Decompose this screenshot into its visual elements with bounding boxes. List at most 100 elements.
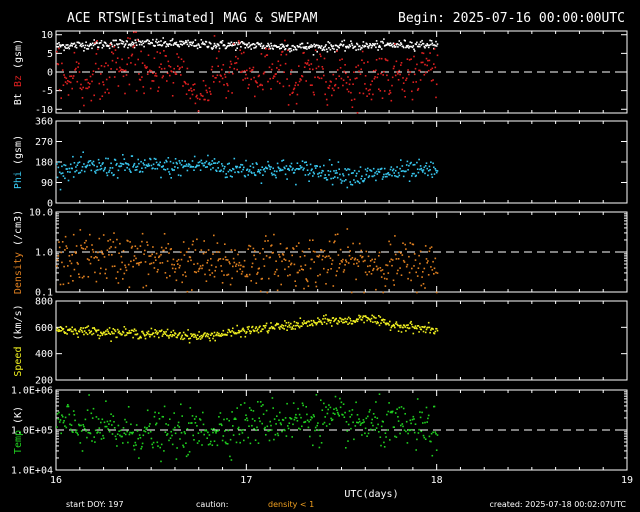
data-point bbox=[331, 325, 333, 327]
data-point bbox=[295, 413, 297, 416]
data-point bbox=[160, 329, 163, 331]
data-point bbox=[98, 237, 101, 240]
data-point bbox=[192, 41, 194, 43]
data-point bbox=[326, 178, 329, 181]
data-point bbox=[256, 330, 258, 332]
data-point bbox=[386, 42, 389, 45]
data-point bbox=[368, 271, 371, 273]
data-point bbox=[67, 405, 70, 408]
data-point bbox=[262, 72, 265, 75]
data-point bbox=[195, 336, 197, 339]
data-point bbox=[397, 330, 400, 332]
y-tick-label: 200 bbox=[35, 376, 53, 387]
data-point bbox=[215, 266, 217, 268]
data-point bbox=[168, 337, 170, 339]
data-point bbox=[94, 172, 97, 174]
data-point bbox=[165, 330, 167, 333]
data-point bbox=[232, 434, 235, 436]
data-point bbox=[358, 242, 361, 245]
data-point bbox=[167, 157, 170, 159]
data-point bbox=[196, 94, 198, 97]
data-point bbox=[348, 44, 351, 46]
data-point bbox=[339, 173, 341, 176]
data-point bbox=[379, 46, 382, 48]
data-point bbox=[247, 436, 249, 439]
data-point bbox=[212, 253, 214, 255]
data-point bbox=[135, 44, 138, 46]
data-point bbox=[200, 431, 203, 433]
data-point bbox=[61, 328, 64, 331]
data-point bbox=[362, 92, 365, 95]
data-point bbox=[196, 238, 198, 241]
data-point bbox=[235, 418, 237, 420]
data-point bbox=[137, 158, 139, 161]
data-point bbox=[283, 46, 285, 48]
data-point bbox=[75, 169, 78, 172]
data-point bbox=[426, 421, 428, 423]
data-point bbox=[426, 167, 428, 170]
data-point bbox=[419, 41, 422, 43]
data-point bbox=[322, 68, 324, 70]
data-point bbox=[293, 263, 296, 266]
data-point bbox=[298, 80, 301, 83]
data-point bbox=[394, 235, 396, 237]
data-point bbox=[234, 249, 236, 251]
data-point bbox=[224, 256, 227, 258]
data-point bbox=[364, 168, 367, 171]
data-point bbox=[300, 79, 302, 81]
data-point bbox=[167, 60, 170, 63]
data-point bbox=[265, 434, 267, 436]
data-point bbox=[323, 267, 325, 270]
data-point bbox=[243, 330, 246, 333]
data-point bbox=[152, 246, 154, 248]
data-point bbox=[309, 68, 311, 70]
data-point bbox=[372, 321, 374, 323]
data-point bbox=[174, 42, 176, 44]
data-point bbox=[328, 174, 330, 176]
data-point bbox=[283, 166, 285, 169]
data-point bbox=[166, 160, 168, 163]
data-point bbox=[77, 434, 79, 436]
data-point bbox=[174, 166, 176, 168]
data-point bbox=[117, 424, 120, 427]
data-point bbox=[305, 161, 307, 163]
data-point bbox=[245, 159, 247, 162]
data-point bbox=[370, 98, 373, 101]
data-point bbox=[121, 163, 123, 165]
data-point bbox=[399, 167, 401, 170]
data-point bbox=[349, 250, 351, 252]
data-point bbox=[393, 44, 395, 47]
data-point bbox=[345, 45, 347, 48]
data-point bbox=[317, 173, 319, 175]
data-point bbox=[328, 319, 331, 322]
data-point bbox=[84, 79, 87, 81]
data-point bbox=[102, 162, 104, 164]
data-point bbox=[97, 169, 99, 171]
data-point bbox=[258, 417, 260, 419]
data-point bbox=[162, 37, 164, 39]
data-point bbox=[237, 426, 240, 429]
data-point bbox=[158, 66, 161, 68]
data-point bbox=[208, 87, 211, 89]
data-point bbox=[399, 267, 401, 269]
data-point bbox=[270, 172, 273, 174]
data-point bbox=[303, 47, 305, 49]
data-point bbox=[312, 54, 315, 56]
data-point bbox=[220, 423, 222, 425]
data-point bbox=[248, 244, 250, 247]
y-tick-label: 1.0E+04 bbox=[11, 466, 53, 477]
data-point bbox=[215, 45, 218, 47]
data-point bbox=[210, 264, 213, 267]
data-point bbox=[123, 69, 126, 72]
data-point bbox=[431, 42, 434, 45]
data-point bbox=[357, 48, 360, 51]
data-point bbox=[413, 431, 416, 434]
data-point bbox=[268, 439, 271, 442]
data-point bbox=[162, 75, 164, 77]
data-point bbox=[124, 418, 126, 421]
data-point bbox=[180, 174, 182, 177]
data-point bbox=[146, 39, 149, 41]
data-point bbox=[405, 420, 408, 423]
data-point bbox=[76, 80, 79, 83]
data-point bbox=[107, 330, 109, 333]
